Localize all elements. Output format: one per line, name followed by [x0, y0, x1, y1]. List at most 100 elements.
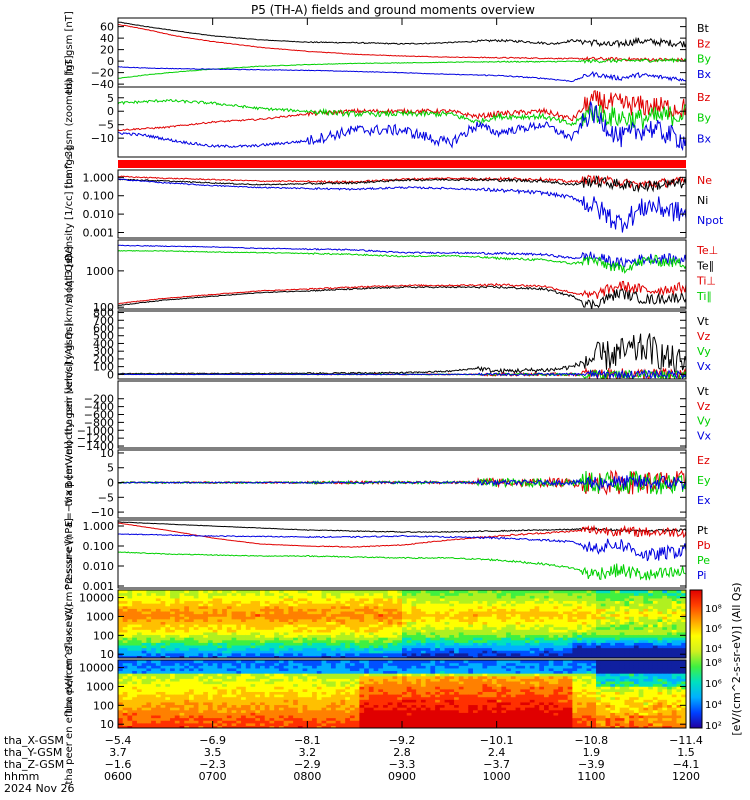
spectrogram-cell — [207, 725, 214, 728]
spectrogram-cell — [193, 686, 200, 690]
spectrogram-cell — [118, 707, 124, 711]
y-tick-label: 600 — [93, 322, 114, 335]
spectrogram-cell — [170, 678, 176, 682]
spectrogram-cell — [245, 644, 252, 649]
spectrogram-cell — [364, 610, 370, 615]
spectrogram-cell — [293, 626, 299, 630]
spectrogram-cell — [312, 680, 318, 685]
spectrogram-cell — [316, 603, 323, 607]
spectrogram-cell — [534, 650, 540, 654]
spectrogram-cell — [146, 675, 152, 679]
spectrogram-cell — [245, 717, 252, 721]
spectrogram-cell — [402, 701, 408, 706]
spectrogram-cell — [525, 603, 531, 607]
spectrogram-cell — [463, 600, 469, 604]
spectrogram-cell — [141, 722, 147, 726]
spectrogram-cell — [354, 722, 360, 726]
spectrogram-cell — [624, 642, 630, 646]
spectrogram-cell — [321, 600, 327, 604]
spectrogram-cell — [160, 655, 166, 658]
spectrogram-cell — [657, 603, 663, 607]
spectrogram-cell — [274, 694, 280, 698]
spectrogram-cell — [312, 673, 318, 677]
spectrogram-cell — [174, 691, 181, 695]
spectrogram-cell — [146, 678, 152, 682]
spectrogram-cell — [354, 597, 360, 602]
spectrogram-cell — [260, 707, 266, 711]
spectrogram-cell — [402, 590, 408, 594]
spectrogram-cell — [316, 597, 323, 602]
spectrogram-cell — [676, 616, 682, 620]
spectrogram-cell — [184, 629, 190, 633]
spectrogram-cell — [600, 600, 607, 604]
spectrogram-cell — [638, 629, 644, 633]
spectrogram-cell — [482, 616, 488, 620]
spectrogram-cell — [307, 590, 313, 594]
spectrogram-cell — [170, 694, 176, 698]
spectrogram-cell — [307, 662, 313, 666]
spectrogram-cell — [335, 642, 342, 646]
spectrogram-cell — [136, 590, 143, 594]
spectrogram-cell — [250, 709, 256, 713]
spectrogram-cell — [368, 688, 375, 692]
spectrogram-cell — [264, 662, 271, 666]
spectrogram-cell — [278, 696, 285, 700]
spectrogram-cell — [581, 647, 588, 651]
spectrogram-cell — [610, 600, 616, 604]
spectrogram-cell — [260, 597, 266, 602]
spectrogram-cell — [681, 634, 686, 638]
y-tick-label: 1.000 — [83, 171, 115, 184]
spectrogram-cell — [496, 655, 502, 658]
spectrogram-cell — [510, 605, 517, 609]
spectrogram-cell — [373, 673, 379, 677]
spectrogram-cell — [591, 629, 597, 633]
spectrogram-cell — [293, 714, 299, 719]
spectrogram-cell — [331, 712, 337, 716]
spectrogram-cell — [501, 650, 507, 654]
spectrogram-cell — [222, 631, 228, 636]
spectrogram-cell — [241, 701, 247, 706]
spectrogram-cell — [127, 670, 133, 674]
spectrogram-cell — [316, 686, 323, 690]
spectrogram-cell — [368, 621, 375, 625]
spectrogram-cell — [155, 634, 162, 638]
spectrogram-cell — [207, 673, 214, 677]
spectrogram-cell — [600, 624, 607, 628]
spectrogram-cell — [136, 691, 143, 695]
legend-entry: Bt — [697, 22, 710, 35]
spectrogram-cell — [184, 608, 190, 612]
spectrogram-cell — [364, 680, 370, 685]
spectrogram-cell — [411, 722, 417, 726]
spectrogram-cell — [529, 642, 536, 646]
spectrogram-cell — [269, 680, 275, 685]
spectrogram-cell — [345, 626, 351, 630]
spectrogram-cell — [610, 592, 616, 596]
spectrogram-cell — [141, 665, 147, 669]
spectrogram-cell — [203, 624, 209, 628]
spectrogram-cell — [151, 618, 157, 622]
spectrogram-cell — [151, 642, 157, 646]
spectrogram-cell — [657, 597, 663, 602]
spectrogram-cell — [458, 590, 465, 594]
spectrogram-cell — [217, 618, 223, 622]
spectrogram-cell — [539, 637, 545, 641]
spectrogram-cell — [250, 634, 256, 638]
spectrogram-cell — [629, 621, 635, 625]
spectrogram-cell — [231, 652, 237, 656]
spectrogram-cell — [331, 597, 337, 602]
spectrogram-cell — [222, 694, 228, 698]
spectrogram-cell — [297, 652, 304, 656]
spectrogram-cell — [501, 652, 507, 656]
spectrogram-cell — [335, 704, 342, 708]
spectrogram-cell — [217, 704, 223, 708]
spectrogram-cell — [203, 694, 209, 698]
spectrogram-cell — [544, 600, 550, 604]
spectrogram-cell — [174, 686, 181, 690]
spectrogram-cell — [297, 600, 304, 604]
spectrogram-cell — [312, 613, 318, 617]
spectrogram-cell — [439, 639, 446, 643]
spectrogram-cell — [198, 665, 204, 669]
spectrogram-cell — [515, 595, 521, 599]
spectrogram-cell — [638, 603, 644, 607]
spectrogram-cell — [387, 678, 394, 682]
